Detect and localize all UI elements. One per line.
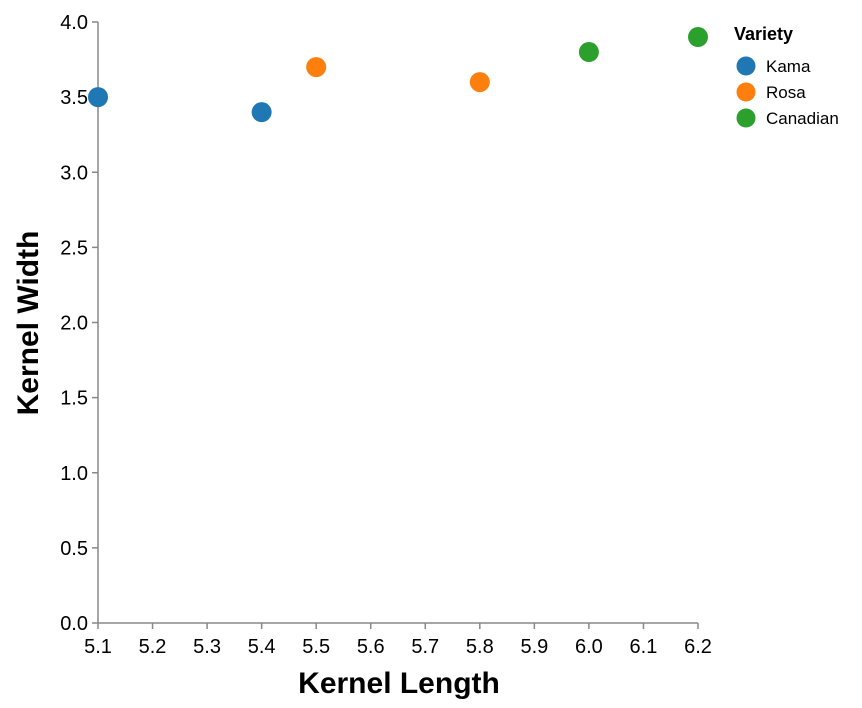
x-tick-label: 6.2	[684, 636, 712, 658]
data-point-kama	[88, 87, 108, 108]
y-axis-title: Kernel Width	[12, 231, 45, 416]
x-tick-label: 5.2	[139, 636, 167, 658]
y-axis-ticks: 0.0 0.5 1.0 1.5 2.0 2.5 3.0 3.5 4.0	[60, 12, 98, 635]
data-point-kama	[251, 102, 272, 123]
legend-items: Kama Rosa Canadian	[736, 56, 839, 128]
y-tick-label: 3.5	[60, 87, 88, 109]
y-tick-label: 0.5	[60, 538, 88, 560]
y-tick-label: 3.0	[60, 162, 88, 184]
x-tick-label: 5.8	[466, 636, 494, 658]
data-point-rosa	[469, 72, 490, 93]
x-axis-title: Kernel Length	[298, 667, 500, 700]
legend-swatch-kama	[736, 56, 756, 76]
x-tick-label: 5.5	[302, 636, 330, 658]
legend-label-rosa: Rosa	[766, 83, 806, 102]
data-point-canadian	[688, 27, 708, 48]
x-tick-label: 5.3	[193, 636, 221, 658]
legend-swatch-rosa	[736, 82, 756, 102]
data-point-canadian	[578, 42, 599, 63]
y-tick-label: 4.0	[60, 12, 88, 34]
data-point-rosa	[306, 57, 327, 78]
y-tick-label: 2.5	[60, 237, 88, 259]
y-tick-label: 1.5	[60, 388, 88, 410]
legend: Variety Kama Rosa Canadian	[734, 24, 839, 128]
legend-label-canadian: Canadian	[766, 109, 839, 128]
x-tick-label: 5.4	[248, 636, 276, 658]
x-tick-label: 5.7	[411, 636, 439, 658]
data-points	[88, 27, 708, 123]
x-tick-label: 6.1	[630, 636, 658, 658]
x-tick-label: 5.1	[84, 636, 112, 658]
y-tick-label: 0.0	[60, 613, 88, 635]
x-axis-ticks: 5.1 5.2 5.3 5.4 5.5 5.6 5.7 5.8 5.9 6.0 6.1 6.2	[84, 623, 712, 658]
x-tick-label: 6.0	[575, 636, 603, 658]
legend-swatch-canadian	[736, 108, 756, 128]
y-tick-label: 2.0	[60, 313, 88, 335]
y-tick-label: 1.0	[60, 463, 88, 485]
x-tick-label: 5.6	[357, 636, 385, 658]
legend-label-kama: Kama	[766, 57, 811, 76]
axes: 0.0 0.5 1.0 1.5 2.0 2.5 3.0 3.5 4.0 5.1 5.2 5.3 5.4…	[60, 12, 712, 658]
legend-title: Variety	[734, 24, 793, 44]
x-tick-label: 5.9	[520, 636, 548, 658]
